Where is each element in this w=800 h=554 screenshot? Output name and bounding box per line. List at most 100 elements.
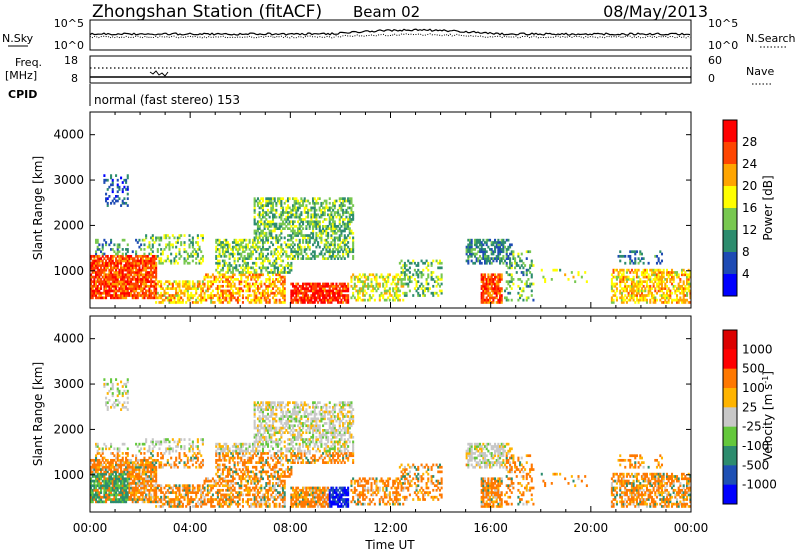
- power-cell: [365, 291, 368, 295]
- power-cell: [276, 254, 280, 258]
- power-cell: [170, 252, 173, 256]
- power-cell: [160, 257, 163, 260]
- power-cell: [188, 243, 191, 247]
- power-cell: [226, 280, 229, 284]
- power-cell: [153, 284, 156, 288]
- velocity-cell: [108, 484, 111, 488]
- power-cell: [338, 197, 341, 201]
- power-cell: [515, 264, 518, 267]
- power-cell: [343, 294, 346, 297]
- colorbar-segment: [723, 274, 737, 297]
- power-cell: [258, 282, 261, 286]
- power-cell: [145, 284, 148, 288]
- power-cell: [335, 227, 338, 230]
- power-cell: [323, 301, 326, 304]
- power-cell: [292, 206, 295, 210]
- power-cell: [213, 301, 216, 304]
- power-cell: [654, 296, 657, 300]
- power-cell: [93, 259, 96, 263]
- velocity-cell: [98, 475, 101, 478]
- power-cell: [138, 264, 141, 267]
- power-cell: [320, 208, 323, 212]
- power-cell: [270, 291, 273, 295]
- power-cell: [318, 206, 321, 210]
- power-cell: [160, 252, 163, 256]
- power-cell: [355, 275, 358, 279]
- power-cell: [138, 294, 141, 297]
- power-cell: [478, 241, 482, 244]
- velocity-cell: [155, 493, 158, 497]
- power-cell: [261, 254, 265, 258]
- velocity-cell: [96, 458, 99, 462]
- power-cell: [635, 294, 638, 297]
- power-cell: [215, 294, 218, 297]
- velocity-cell: [156, 500, 159, 504]
- power-cell: [332, 296, 335, 300]
- power-cell: [352, 287, 355, 290]
- power-cell: [665, 296, 669, 300]
- power-cell: [160, 248, 163, 251]
- power-cell: [261, 248, 265, 251]
- power-cell: [297, 291, 300, 295]
- velocity-cell: [146, 449, 149, 453]
- power-cell: [176, 294, 179, 297]
- power-cell: [382, 294, 385, 297]
- power-cell: [145, 291, 148, 295]
- power-cell: [278, 245, 281, 249]
- velocity-cell: [130, 461, 133, 464]
- velocity-cell: [155, 488, 158, 492]
- power-cell: [492, 273, 495, 277]
- power-cell: [251, 243, 255, 247]
- power-cell: [505, 248, 508, 251]
- power-cell: [308, 238, 311, 242]
- power-cell: [145, 264, 148, 267]
- power-cell: [270, 289, 273, 293]
- power-cell: [113, 278, 116, 281]
- velocity-cell: [145, 486, 148, 490]
- power-cell: [221, 250, 224, 254]
- velocity-cell: [116, 394, 119, 398]
- velocity-cell: [100, 477, 103, 481]
- velocity-cell: [113, 468, 116, 471]
- power-cell: [337, 208, 340, 212]
- power-cell: [343, 248, 346, 251]
- velocity-cell: [101, 456, 104, 460]
- power-cell: [352, 248, 355, 251]
- power-cell: [223, 289, 226, 293]
- power-cell: [368, 296, 371, 300]
- velocity-cell: [115, 495, 118, 499]
- power-cell: [473, 243, 477, 247]
- power-cell: [654, 287, 657, 290]
- velocity-cell: [95, 479, 98, 483]
- power-cell: [482, 294, 485, 297]
- power-cell: [632, 282, 635, 286]
- power-cell: [340, 282, 343, 286]
- power-cell: [398, 278, 401, 281]
- power-cell: [195, 291, 198, 295]
- power-cell: [148, 259, 151, 263]
- velocity-cell: [143, 442, 146, 446]
- power-cell: [298, 231, 301, 235]
- power-cell: [143, 280, 146, 284]
- power-cell: [395, 273, 398, 277]
- power-cell: [487, 289, 490, 293]
- power-cell: [153, 268, 156, 272]
- power-cell: [148, 294, 151, 297]
- power-cell: [507, 254, 510, 258]
- velocity-cell: [115, 463, 118, 467]
- power-cell: [675, 301, 679, 304]
- power-cell: [307, 199, 310, 203]
- power-cell: [343, 245, 346, 249]
- power-cell: [634, 257, 637, 260]
- power-cell: [201, 289, 204, 293]
- power-cell: [635, 296, 638, 300]
- power-cell: [629, 257, 632, 260]
- power-cell: [313, 241, 316, 244]
- power-cell: [141, 268, 144, 272]
- velocity-cell: [123, 486, 126, 490]
- power-cell: [485, 259, 488, 263]
- power-cell: [150, 278, 153, 281]
- power-cell: [240, 271, 243, 274]
- power-cell: [325, 224, 328, 228]
- velocity-cell: [106, 465, 109, 469]
